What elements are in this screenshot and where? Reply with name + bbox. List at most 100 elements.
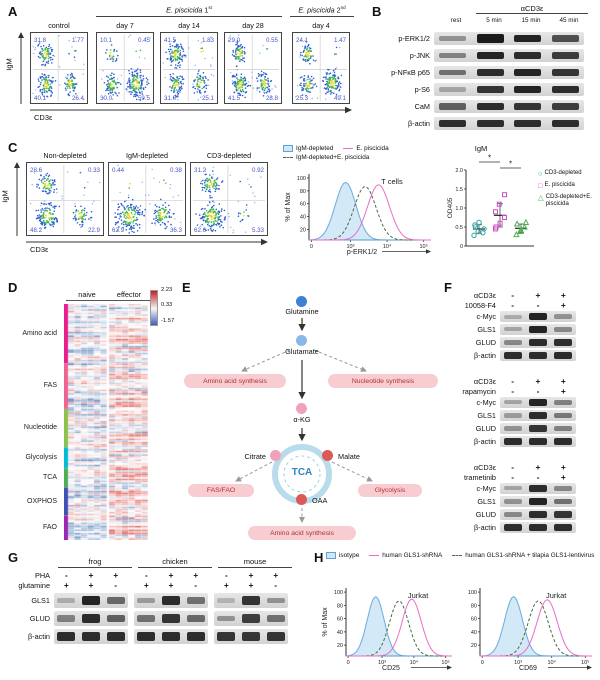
quadrant-percentage: 10.1	[100, 37, 113, 44]
plus-minus-value: -	[511, 471, 515, 482]
phospho-erk-histogram: 100 80 60 40 20 0 10³ 10⁴ 10⁵ T cells p-ERK1/2 % of…	[285, 174, 431, 256]
quadrant-percentage: 22.9	[88, 227, 101, 234]
significance-asterisk: *	[488, 154, 491, 163]
protein-band	[528, 326, 548, 333]
inhibitor-western-blots: αCD3ε - + +10058-F4- - + c-Myc GLS1 GLUD β-actin α…	[444, 290, 576, 548]
protein-band	[503, 486, 522, 491]
western-blot-strip	[500, 496, 576, 507]
plus-minus-value: -	[114, 580, 118, 590]
blot-row-label: β-actin	[27, 632, 50, 641]
protein-band	[162, 632, 180, 641]
species-western-blots: PHA - + + - + + - + + glutamine + + - + + - + + - GLS1 GLUD β-…	[2, 570, 294, 647]
blot-row-label: c-Myc	[476, 484, 496, 493]
protein-band	[266, 597, 285, 604]
protein-band	[514, 119, 542, 128]
condition-row: PHA - + + - + + - + +	[2, 570, 294, 580]
protein-band	[528, 339, 548, 346]
x-axis-label: CD69	[519, 665, 537, 672]
scale-min: -1.57	[161, 318, 175, 324]
legend-swatch-dash	[283, 157, 293, 158]
plus-minus-value: +	[560, 375, 566, 386]
legend-swatch-pink	[369, 555, 380, 556]
oaa-node-dot	[296, 494, 307, 505]
blot-row: c-Myc	[444, 396, 576, 409]
protein-band	[551, 68, 579, 77]
protein-band	[476, 51, 504, 60]
quadrant-percentage: 48.2	[30, 227, 43, 234]
data-point-square	[493, 224, 499, 230]
protein-band	[554, 438, 573, 445]
data-point-square	[493, 209, 499, 215]
protein-band	[476, 102, 504, 111]
histogram-curve-fill	[479, 595, 592, 657]
plot-title: T cells	[381, 177, 403, 186]
y-tick-label: 20	[471, 643, 477, 649]
flow-dot-clusters	[295, 40, 343, 101]
protein-band	[528, 485, 548, 492]
panel-label-h: H	[314, 550, 324, 565]
western-blot-strip	[500, 311, 576, 322]
western-blot-strip	[214, 629, 288, 644]
inhibitor-blot-block: αCD3ε - + + rapamycin - - + c-Myc GLS1 GLUD β-actin	[444, 376, 576, 448]
protein-band	[554, 426, 573, 431]
flow-dot-clusters	[114, 164, 182, 234]
quadrant-percentage: 0.92	[252, 167, 265, 174]
quadrant-percentage: 0.44	[112, 167, 125, 174]
western-blot-strip	[434, 66, 584, 79]
condition-values: - - +	[500, 386, 576, 396]
western-blot-strip	[500, 509, 576, 520]
plus-minus-value: -	[536, 299, 540, 310]
protein-band	[528, 313, 548, 320]
blot-row: β-actin	[444, 521, 576, 534]
glycolysis-pill: Glycolysis	[358, 484, 422, 497]
inhibitor-row: rapamycin - - +	[444, 386, 576, 396]
protein-band	[186, 597, 205, 604]
flow-plot-title: day 14	[178, 21, 200, 30]
y-tick-label: 40	[337, 630, 343, 636]
protein-band	[554, 498, 573, 505]
histogram-legend: isotype human GLS1-shRNA human GLS1-shRNA …	[326, 552, 596, 559]
flow-dot-plot-canvas: 10.1 0.45 30.0 59.5	[99, 34, 151, 102]
plus-minus-value: +	[560, 461, 566, 472]
protein-band	[554, 314, 573, 319]
legend-label: IgM-depleted	[296, 145, 334, 152]
quadrant-percentage: 49.1	[334, 95, 347, 102]
panel-label-c: C	[8, 140, 18, 155]
legend-label: human GLS1-shRNA	[382, 552, 443, 559]
malate-node-dot	[322, 450, 333, 461]
protein-band	[554, 524, 573, 531]
heatmap-category-label: Glycolysis	[25, 453, 57, 461]
protein-band	[217, 615, 236, 622]
panel-label-e: E	[182, 280, 191, 295]
protein-band	[554, 413, 573, 418]
condition-values: + + -	[134, 580, 208, 590]
plus-minus-value: -	[511, 289, 515, 300]
plus-minus-value: +	[560, 471, 566, 482]
blot-row: p-S6	[374, 81, 584, 98]
blot-row-label: GLUD	[29, 614, 50, 623]
y-tick-label: 100	[297, 176, 306, 182]
protein-band	[439, 69, 467, 76]
data-point-circle	[480, 230, 486, 236]
quadrant-percentage: 41.5	[228, 95, 241, 102]
flow-plot-day7: 10.1 0.45 30.0 59.5	[96, 32, 154, 104]
stimulation-header: αCD3ε	[476, 4, 588, 14]
blot-row-label: p-NFκB p65	[391, 68, 430, 77]
y-axis-arrow	[14, 162, 20, 236]
protein-band	[217, 632, 236, 641]
protein-band	[503, 426, 522, 431]
y-tick-label: 60	[300, 202, 306, 208]
blot-row: GLS1	[2, 593, 294, 608]
group-header-second-infection: E. piscicida 2nd	[290, 5, 354, 17]
x-tick-label: 0	[310, 244, 313, 250]
y-tick-label: 2.0	[455, 168, 463, 174]
blot-row-label: GLUD	[475, 424, 496, 433]
protein-band	[554, 511, 573, 518]
plus-minus-value: +	[88, 580, 94, 590]
flow-dot-plot-canvas: 24.1 1.47 25.3 49.1	[295, 35, 347, 102]
y-axis-label: % of Max	[285, 192, 292, 222]
lane-label: 5 min	[486, 17, 502, 24]
y-tick-label: 20	[300, 227, 306, 233]
plus-minus-value: +	[248, 580, 254, 590]
scatter-legend: ○ CD3-depleted □ E. piscicida △ CD3-depleted+…	[538, 170, 598, 213]
